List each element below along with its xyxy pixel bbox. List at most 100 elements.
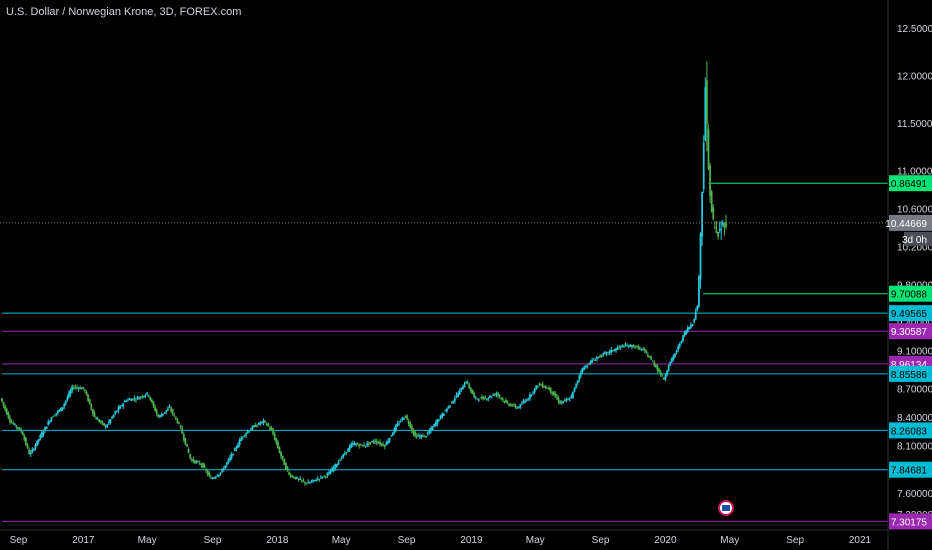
candle-188 xyxy=(300,479,303,484)
candle-270 xyxy=(431,425,434,431)
candle-149 xyxy=(238,437,241,448)
candle-255 xyxy=(407,418,410,427)
candle-142 xyxy=(227,458,230,465)
chart-title: U.S. Dollar / Norwegian Krone, 3D, FOREX… xyxy=(6,6,242,18)
candle-199 xyxy=(318,478,321,482)
candle-86 xyxy=(138,396,141,400)
candle-216 xyxy=(345,452,348,456)
candle-412 xyxy=(658,367,660,373)
candle-405 xyxy=(646,352,649,357)
candle-189 xyxy=(302,478,305,483)
candle-167 xyxy=(267,422,270,427)
candle-326 xyxy=(521,401,523,405)
candle-257 xyxy=(410,424,413,434)
svg-text:8.96134: 8.96134 xyxy=(891,360,928,371)
candle-338 xyxy=(540,383,542,386)
candle-454 xyxy=(725,214,727,230)
candle-90 xyxy=(144,393,147,398)
candle-170 xyxy=(272,427,275,436)
candle-431 xyxy=(688,326,691,330)
candle-146 xyxy=(233,447,236,452)
candle-246 xyxy=(393,426,396,435)
candle-5 xyxy=(9,415,11,425)
candle-27 xyxy=(44,426,46,433)
candle-396 xyxy=(632,344,635,348)
candle-51 xyxy=(82,386,85,390)
candle-194 xyxy=(310,479,313,483)
candle-197 xyxy=(315,478,318,482)
candle-82 xyxy=(131,398,134,401)
candle-159 xyxy=(254,422,257,427)
candle-107 xyxy=(171,408,174,416)
us-flag-icon[interactable] xyxy=(718,500,734,516)
candle-127 xyxy=(203,463,206,469)
candle-36 xyxy=(58,408,61,412)
candle-242 xyxy=(387,438,389,445)
candle-286 xyxy=(457,391,460,398)
candle-168 xyxy=(269,425,271,432)
candle-163 xyxy=(261,421,263,425)
svg-text:10.44669: 10.44669 xyxy=(885,219,927,230)
candle-105 xyxy=(168,404,171,409)
candle-392 xyxy=(626,343,629,347)
candle-26 xyxy=(42,429,45,437)
candle-409 xyxy=(653,360,656,368)
candle-420 xyxy=(670,357,673,363)
candle-315 xyxy=(503,400,506,404)
candle-448 xyxy=(715,221,718,234)
candle-423 xyxy=(675,349,678,355)
y-tick-label-3: 11.00000 xyxy=(897,166,932,177)
candle-153 xyxy=(245,432,247,439)
candle-339 xyxy=(541,381,544,389)
candle-140 xyxy=(224,465,227,470)
candle-397 xyxy=(634,344,637,350)
candle-355 xyxy=(567,397,570,400)
candle-33 xyxy=(53,414,56,417)
candle-128 xyxy=(205,467,208,474)
candle-205 xyxy=(328,470,330,476)
candle-154 xyxy=(246,429,249,434)
candle-294 xyxy=(469,387,472,394)
candle-115 xyxy=(184,437,187,446)
candle-408 xyxy=(651,360,654,362)
candle-334 xyxy=(533,387,536,395)
candle-56 xyxy=(90,403,93,411)
candle-84 xyxy=(135,397,137,403)
candle-430 xyxy=(686,325,689,334)
candle-181 xyxy=(289,472,292,479)
candle-314 xyxy=(501,397,504,403)
candle-125 xyxy=(200,463,203,468)
candle-16 xyxy=(26,442,29,450)
level-price-tag-7: 7.84681 xyxy=(889,461,932,478)
candle-252 xyxy=(402,417,405,420)
candle-411 xyxy=(656,364,659,374)
candle-6 xyxy=(10,419,13,424)
candle-446 xyxy=(712,204,715,221)
level-price-tag-8: 7.30175 xyxy=(889,513,932,530)
candle-80 xyxy=(128,397,131,401)
candle-259 xyxy=(414,430,416,438)
candle-143 xyxy=(229,454,231,463)
candle-191 xyxy=(305,482,308,485)
svg-text:9.70088: 9.70088 xyxy=(891,290,928,301)
candle-77 xyxy=(123,399,126,403)
candle-222 xyxy=(355,442,357,447)
candle-310 xyxy=(495,391,498,398)
time-axis[interactable]: Sep 2017 May Sep 2018 May Sep 2019 May Sep 2020 May… xyxy=(10,535,872,546)
candle-201 xyxy=(321,476,324,479)
candle-61 xyxy=(98,418,101,423)
candle-70 xyxy=(112,414,115,419)
candle-150 xyxy=(240,436,243,442)
price-axis[interactable]: 12.50000 12.00000 11.50000 11.00000 10.60000… xyxy=(897,24,932,521)
level-price-tag-3: 9.30587 xyxy=(889,323,932,340)
candle-91 xyxy=(146,392,149,396)
candle-311 xyxy=(497,392,499,399)
candle-158 xyxy=(253,424,255,428)
candle-342 xyxy=(546,387,549,389)
candle-234 xyxy=(374,438,377,445)
candle-337 xyxy=(538,382,541,387)
candle-227 xyxy=(363,441,365,447)
x-tick-label-12: Sep xyxy=(786,535,804,546)
candle-248 xyxy=(396,420,399,427)
